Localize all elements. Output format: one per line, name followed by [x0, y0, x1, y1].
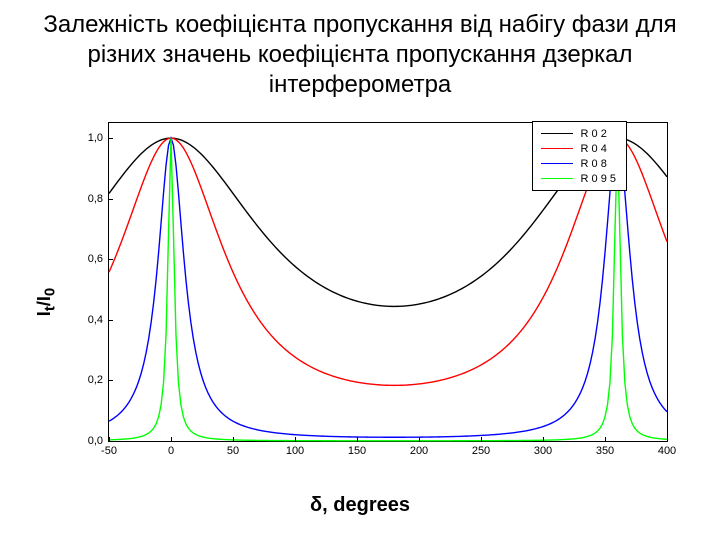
legend-box: R 0 2 R 0 4 R 0 8 R 0 9 5	[532, 121, 627, 191]
plot-area: R 0 2R 0 4R 0 8R 0 9 5 0,00,20,40,60,81,…	[108, 122, 668, 442]
legend-item: R 0 2	[541, 126, 616, 141]
x-tick-label: 150	[348, 441, 366, 457]
x-axis-label: δ, degrees	[0, 494, 720, 517]
x-tick-label: 200	[410, 441, 428, 457]
legend-item: R 0 8	[541, 156, 616, 171]
y-axis-label: It/I0	[34, 288, 59, 316]
y-tick-label: 0,4	[88, 314, 109, 326]
legend-swatch	[541, 163, 573, 165]
legend-swatch	[541, 148, 573, 150]
legend-label: R 0 2	[581, 128, 607, 140]
chart-container: It/I0 R 0 2R 0 4R 0 8R 0 9 5 0,00,20,40,…	[40, 112, 680, 492]
x-tick-label: 350	[596, 441, 614, 457]
page-title: Залежність коефіцієнта пропускання від н…	[0, 0, 720, 104]
legend-swatch	[541, 178, 573, 180]
x-tick-label: 0	[168, 441, 174, 457]
x-tick-label: 50	[227, 441, 239, 457]
legend-label: R 0 9 5	[581, 173, 616, 185]
x-tick-label: 400	[658, 441, 676, 457]
legend-item: R 0 9 5	[541, 171, 616, 186]
x-tick-label: 100	[286, 441, 304, 457]
y-tick-label: 1,0	[88, 132, 109, 144]
y-tick-label: 0,6	[88, 253, 109, 265]
y-tick-label: 0,8	[88, 193, 109, 205]
x-tick-label: 250	[472, 441, 490, 457]
ylabel-text: It/I0	[34, 288, 54, 316]
legend-swatch	[541, 133, 573, 135]
legend-label: R 0 4	[581, 143, 607, 155]
x-tick-label: -50	[101, 441, 117, 457]
legend-label: R 0 8	[581, 158, 607, 170]
legend-item: R 0 4	[541, 141, 616, 156]
y-tick-label: 0,2	[88, 374, 109, 386]
x-tick-label: 300	[534, 441, 552, 457]
